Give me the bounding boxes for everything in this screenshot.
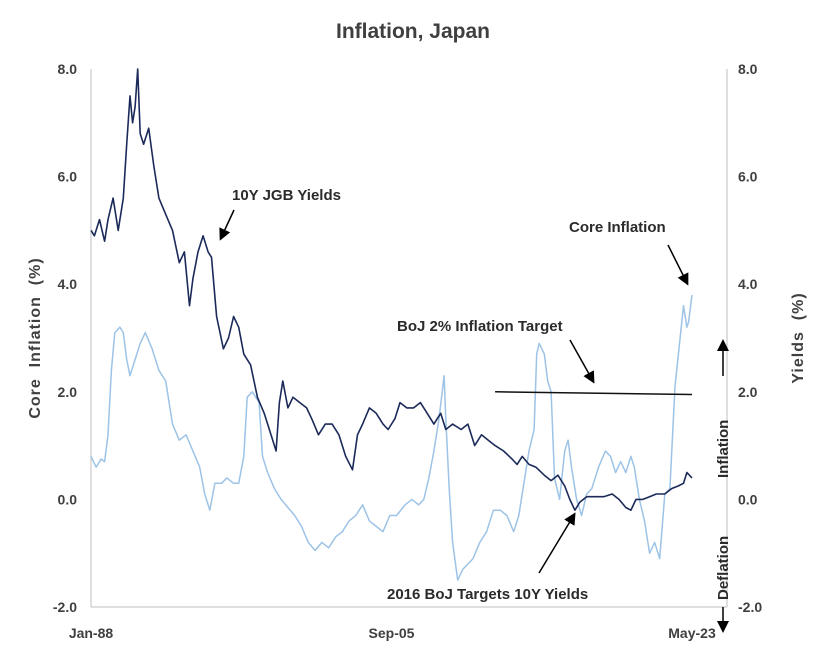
right-tick-label: 4.0: [738, 276, 758, 292]
annotation-core-inflation-label: Core Inflation: [569, 219, 666, 236]
left-y-ticks: -2.0 0.0 2.0 4.0 6.0 8.0: [53, 61, 77, 615]
annotation-target-arrow: [569, 339, 595, 384]
annotation-2016-label: 2016 BoJ Targets 10Y Yields: [387, 586, 588, 603]
right-axis-title: Yields (%): [790, 292, 807, 383]
left-tick-label: 4.0: [58, 276, 78, 292]
series-line-core-inflation: [90, 294, 693, 581]
annotation-jgb-label: 10Y JGB Yields: [232, 187, 341, 204]
right-tick-label: -2.0: [738, 599, 762, 615]
x-axis-ticks: Jan-88 Sep-05 May-23: [69, 625, 716, 641]
left-tick-label: -2.0: [53, 599, 77, 615]
series-line-boj-2-inflation-target: [495, 391, 693, 396]
right-tick-label: 8.0: [738, 61, 758, 77]
annotation-jgb-arrow: [219, 209, 235, 241]
annotation-core-arrow: [667, 244, 689, 286]
left-tick-label: 2.0: [58, 384, 78, 400]
series-line-10y-jgb-yields: [90, 68, 693, 511]
chart-title: Inflation, Japan: [336, 20, 490, 43]
deflation-side-label: Deflation: [715, 536, 732, 600]
annotation-2016-arrow: [538, 512, 576, 574]
x-tick-label: Sep-05: [369, 625, 415, 641]
series-layer: [90, 68, 693, 581]
left-axis-title: Core Inflation (%): [27, 257, 44, 418]
x-tick-label: Jan-88: [69, 625, 114, 641]
left-tick-label: 6.0: [58, 169, 78, 185]
annotation-target-label: BoJ 2% Inflation Target: [397, 318, 563, 335]
x-tick-label: May-23: [668, 625, 716, 641]
inflation-side-label: Inflation: [715, 420, 732, 478]
right-tick-label: 0.0: [738, 491, 758, 507]
left-tick-label: 8.0: [58, 61, 78, 77]
right-tick-label: 6.0: [738, 169, 758, 185]
right-tick-label: 2.0: [738, 384, 758, 400]
right-y-ticks: -2.0 0.0 2.0 4.0 6.0 8.0: [738, 61, 762, 615]
plot-area: [90, 69, 728, 608]
left-tick-label: 0.0: [58, 491, 78, 507]
